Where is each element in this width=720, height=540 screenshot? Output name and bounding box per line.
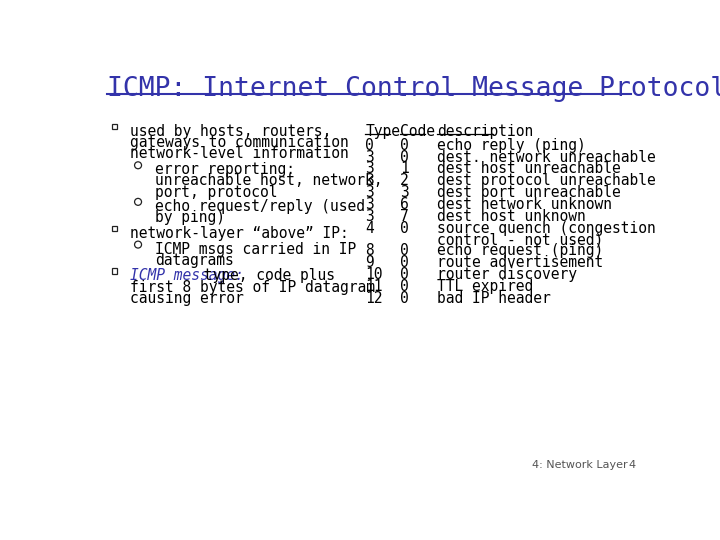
Text: bad IP header: bad IP header bbox=[437, 291, 551, 306]
Text: 7: 7 bbox=[400, 209, 409, 224]
Text: echo request/reply (used: echo request/reply (used bbox=[155, 199, 365, 214]
Text: dest host unreachable: dest host unreachable bbox=[437, 161, 621, 177]
Text: by ping): by ping) bbox=[155, 210, 225, 225]
Text: first 8 bytes of IP datagram: first 8 bytes of IP datagram bbox=[130, 280, 375, 295]
Text: 0: 0 bbox=[400, 267, 409, 282]
Text: 3: 3 bbox=[365, 173, 374, 188]
Text: network-level information: network-level information bbox=[130, 146, 349, 161]
Bar bbox=[112, 226, 117, 231]
Text: error reporting:: error reporting: bbox=[155, 162, 295, 177]
Text: 2: 2 bbox=[400, 173, 409, 188]
Text: 0: 0 bbox=[400, 150, 409, 165]
Text: 0: 0 bbox=[400, 138, 409, 153]
Text: router discovery: router discovery bbox=[437, 267, 577, 282]
Text: causing error: causing error bbox=[130, 291, 244, 306]
Text: used by hosts, routers,: used by hosts, routers, bbox=[130, 124, 331, 139]
Text: 0: 0 bbox=[400, 244, 409, 259]
Bar bbox=[112, 124, 117, 130]
Text: dest protocol unreachable: dest protocol unreachable bbox=[437, 173, 656, 188]
Text: echo request (ping): echo request (ping) bbox=[437, 244, 603, 259]
Text: dest network unknown: dest network unknown bbox=[437, 197, 612, 212]
Text: Code: Code bbox=[400, 124, 435, 139]
Bar bbox=[112, 268, 117, 274]
Text: 0: 0 bbox=[400, 221, 409, 236]
Text: gateways to communication: gateways to communication bbox=[130, 135, 349, 150]
Text: 12: 12 bbox=[365, 291, 382, 306]
Text: port, protocol: port, protocol bbox=[155, 185, 278, 200]
Text: 1: 1 bbox=[400, 161, 409, 177]
Text: echo reply (ping): echo reply (ping) bbox=[437, 138, 586, 153]
Text: network-layer “above” IP:: network-layer “above” IP: bbox=[130, 226, 349, 241]
Text: 4: Network Layer: 4: Network Layer bbox=[532, 460, 627, 470]
Text: route advertisement: route advertisement bbox=[437, 255, 603, 271]
Text: control - not used): control - not used) bbox=[437, 232, 603, 247]
Text: source quench (congestion: source quench (congestion bbox=[437, 221, 656, 236]
Text: 3: 3 bbox=[365, 185, 374, 200]
Text: ICMP msgs carried in IP: ICMP msgs carried in IP bbox=[155, 241, 356, 256]
Text: ICMP: Internet Control Message Protocol: ICMP: Internet Control Message Protocol bbox=[107, 76, 720, 103]
Text: 3: 3 bbox=[365, 161, 374, 177]
Text: dest host unknown: dest host unknown bbox=[437, 209, 586, 224]
Text: 10: 10 bbox=[365, 267, 382, 282]
Text: unreachable host, network,: unreachable host, network, bbox=[155, 173, 382, 188]
Text: ICMP message:: ICMP message: bbox=[130, 268, 244, 284]
Text: 3: 3 bbox=[400, 185, 409, 200]
Text: TTL expired: TTL expired bbox=[437, 279, 534, 294]
Text: dest. network unreachable: dest. network unreachable bbox=[437, 150, 656, 165]
Text: datagrams: datagrams bbox=[155, 253, 234, 268]
Text: 0: 0 bbox=[400, 291, 409, 306]
Text: description: description bbox=[437, 124, 534, 139]
Text: Type: Type bbox=[365, 124, 400, 139]
Text: 6: 6 bbox=[400, 197, 409, 212]
Text: 3: 3 bbox=[365, 209, 374, 224]
Text: 8: 8 bbox=[365, 244, 374, 259]
Text: 11: 11 bbox=[365, 279, 382, 294]
Text: 9: 9 bbox=[365, 255, 374, 271]
Text: 3: 3 bbox=[365, 150, 374, 165]
Text: 0: 0 bbox=[400, 255, 409, 271]
Text: 4: 4 bbox=[365, 221, 374, 236]
Text: type, code plus: type, code plus bbox=[195, 268, 336, 284]
Text: 0: 0 bbox=[400, 279, 409, 294]
Text: dest port unreachable: dest port unreachable bbox=[437, 185, 621, 200]
Text: 3: 3 bbox=[365, 197, 374, 212]
Text: 0: 0 bbox=[365, 138, 374, 153]
Text: 4: 4 bbox=[629, 460, 636, 470]
